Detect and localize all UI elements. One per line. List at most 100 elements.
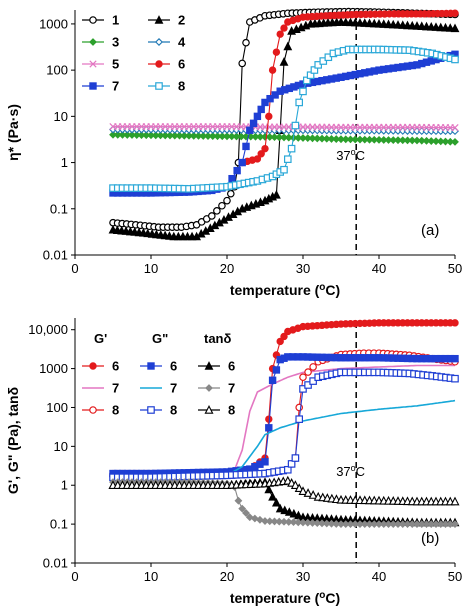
legend-label: 6 xyxy=(170,359,177,374)
data-point xyxy=(324,53,333,62)
legend-label: 6 xyxy=(112,359,119,374)
data-point xyxy=(283,41,293,51)
data-point xyxy=(213,207,221,215)
data-point xyxy=(257,105,265,114)
data-point xyxy=(264,484,274,494)
legend-label: 8 xyxy=(112,403,119,418)
data-point xyxy=(299,87,307,96)
data-point xyxy=(242,38,250,47)
data-point xyxy=(253,155,262,163)
data-point xyxy=(290,480,300,489)
data-point xyxy=(257,150,265,158)
legend-label: 7 xyxy=(112,79,119,94)
data-point xyxy=(450,496,460,506)
data-point xyxy=(265,424,273,432)
data-point xyxy=(309,363,317,371)
data-point xyxy=(304,368,312,376)
x-tick-label: 20 xyxy=(220,569,234,584)
data-point xyxy=(284,507,294,516)
y-tick-label: 10,000 xyxy=(28,322,68,337)
series-3 xyxy=(109,130,459,146)
legend: 1 2 3 4 5 6 7 8 xyxy=(82,13,186,94)
data-point xyxy=(299,373,307,382)
data-point xyxy=(299,385,307,393)
data-point xyxy=(261,98,269,107)
data-point xyxy=(271,91,279,99)
data-point xyxy=(451,319,459,327)
data-point xyxy=(238,504,247,513)
y-tick-label: 10 xyxy=(54,439,68,454)
data-point xyxy=(291,121,300,130)
y-tick-label: 0.01 xyxy=(43,556,68,571)
data-point xyxy=(272,366,281,374)
x-tick-label: 0 xyxy=(71,569,78,584)
y-axis-label: G', G" (Pa), tanδ xyxy=(5,387,21,494)
data-point xyxy=(238,158,246,167)
data-point xyxy=(280,24,288,32)
data-point xyxy=(451,55,459,64)
data-point xyxy=(284,155,292,163)
data-point xyxy=(271,189,281,199)
legend-marker xyxy=(147,362,155,370)
legend-label: 3 xyxy=(112,35,119,50)
legend-label: 2 xyxy=(178,13,185,28)
data-point xyxy=(451,354,459,363)
legend-marker xyxy=(89,82,97,90)
series-7-G' xyxy=(113,364,455,475)
data-point xyxy=(314,61,323,69)
data-point xyxy=(268,492,278,501)
panel-label: (b) xyxy=(421,530,439,547)
data-point xyxy=(275,503,285,513)
data-point xyxy=(304,381,312,389)
series-line xyxy=(113,399,456,479)
legend-label: 5 xyxy=(112,57,119,72)
data-point xyxy=(253,112,262,121)
legend-marker xyxy=(89,362,97,370)
legend-label: 6 xyxy=(228,359,235,374)
data-point xyxy=(279,57,289,66)
data-point xyxy=(242,142,250,151)
data-point xyxy=(233,166,241,175)
chart-panel-b: 0 10 20 30 40 50 0.01 0.1 1 10 100 1000 10,000 temper… xyxy=(5,318,462,606)
legend-marker xyxy=(89,16,97,24)
data-point xyxy=(227,189,235,198)
legend-marker xyxy=(204,361,214,370)
y-tick-label: 0.1 xyxy=(50,517,68,532)
data-point xyxy=(276,30,284,38)
legend-header: G" xyxy=(152,331,168,346)
data-point xyxy=(287,144,296,153)
y-tick-label: 100 xyxy=(46,400,68,415)
y-tick-label: 1000 xyxy=(39,361,68,376)
x-tick-label: 40 xyxy=(372,569,386,584)
x-tick-label: 30 xyxy=(296,261,310,276)
series-8-G" xyxy=(109,368,459,482)
series-8-tanδ xyxy=(108,475,460,506)
data-point xyxy=(450,23,460,33)
y-tick-label: 1000 xyxy=(39,16,68,31)
data-point xyxy=(261,458,269,466)
legend-header: tanδ xyxy=(204,331,232,346)
legend-label: 6 xyxy=(178,57,185,72)
data-point xyxy=(242,509,250,517)
y-tick-label: 100 xyxy=(46,63,68,78)
data-point xyxy=(266,94,274,103)
data-point xyxy=(238,59,247,68)
data-point xyxy=(276,337,284,346)
legend-label: 7 xyxy=(170,381,177,396)
legend-marker xyxy=(155,60,163,68)
data-point xyxy=(308,490,318,499)
data-point xyxy=(451,137,459,146)
x-axis-label: temperature (oC) xyxy=(230,282,340,299)
x-tick-label: 10 xyxy=(144,569,158,584)
data-point xyxy=(451,127,459,136)
x-tick-label: 50 xyxy=(448,261,462,276)
data-point xyxy=(245,513,254,522)
legend-marker xyxy=(89,38,97,46)
chart-panel-a: 0 10 20 30 40 50 0.01 0.1 1 10 100 1000 temperature … xyxy=(5,7,462,299)
data-point xyxy=(306,71,315,80)
reference-line-label: 37oC xyxy=(336,147,365,163)
series-7-G" xyxy=(113,399,456,479)
series-line xyxy=(113,364,455,475)
x-tick-label: 20 xyxy=(220,261,234,276)
legend-marker xyxy=(204,404,214,414)
